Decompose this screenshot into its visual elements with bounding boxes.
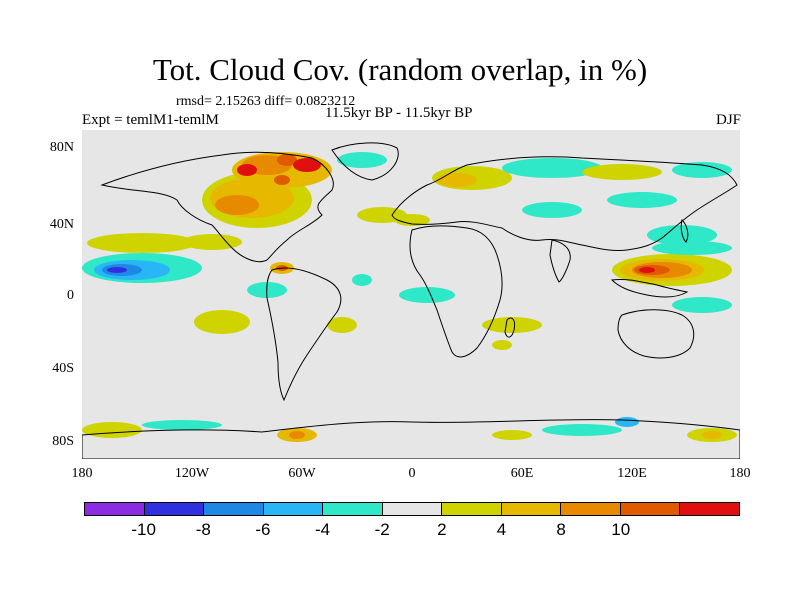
coastline-antarctica (82, 419, 740, 459)
anomaly-blob (215, 195, 259, 215)
anomaly-blob (182, 234, 242, 250)
stats-text: rmsd= 2.15263 diff= 0.0823212 (176, 94, 356, 109)
anomaly-blob (502, 158, 602, 178)
lon-label: 60W (288, 466, 316, 481)
colorbar-swatch (442, 503, 502, 515)
coastline-eurasia (391, 156, 738, 251)
anomaly-blob (399, 287, 455, 303)
anomaly-blob (237, 164, 257, 176)
anomaly-blob (652, 241, 732, 255)
experiment-label: Expt = temlM1-temlM (82, 112, 219, 128)
colorbar-label: 4 (496, 520, 507, 539)
anomaly-blob (607, 192, 677, 208)
colorbar-label: -8 (195, 520, 211, 539)
lat-label: 80S (52, 434, 74, 449)
anomaly-blob (672, 162, 732, 178)
coastline-africa (409, 225, 503, 358)
anomaly-blob (394, 214, 430, 226)
anomaly-blob (672, 297, 732, 313)
anomaly-blob (87, 233, 197, 253)
anomaly-blob (107, 267, 127, 273)
colorbar-label: -6 (255, 520, 271, 539)
anomaly-blob (702, 431, 722, 439)
anomaly-blob (327, 317, 357, 333)
anomaly-blob (492, 340, 512, 350)
anomaly-blob (352, 274, 372, 286)
coastline-india (549, 239, 571, 283)
map-panel (82, 130, 740, 459)
lon-label: 120E (617, 466, 647, 481)
colorbar-swatch (85, 503, 145, 515)
anomaly-blob (289, 431, 305, 439)
lat-label: 40S (52, 361, 74, 376)
lon-label: 180 (729, 466, 751, 481)
anomaly-blob (82, 422, 142, 438)
anomaly-blob (542, 424, 622, 436)
plot-title: Tot. Cloud Cov. (random overlap, in %) (152, 52, 648, 87)
anomaly-blob (492, 430, 532, 440)
anomaly-blob (615, 417, 639, 427)
anomaly-blob (639, 267, 655, 273)
lat-label: 80N (49, 140, 74, 155)
anomaly-blob (482, 317, 542, 333)
colorbar-swatch (263, 503, 324, 515)
colorbar-swatch (561, 503, 621, 515)
coastlines (82, 142, 740, 459)
coastline-south-america (266, 267, 342, 402)
colorbar-swatch (204, 503, 264, 515)
colorbar-label: -10 (131, 520, 156, 539)
coastline-australia (617, 309, 695, 359)
lon-label: 180 (71, 466, 93, 481)
colorbar-label: -4 (314, 520, 331, 539)
anomaly-field (82, 152, 737, 442)
anomaly-blob (277, 154, 297, 166)
colorbar-label: 8 (556, 520, 566, 539)
colorbar (84, 502, 740, 516)
colorbar-label: -2 (374, 520, 390, 539)
anomaly-blob (337, 152, 387, 168)
lon-label: 60E (510, 466, 534, 481)
anomaly-blob (274, 175, 290, 185)
lat-label: 0 (67, 288, 74, 303)
coastline-madagascar (504, 317, 515, 338)
coastline-greenland (331, 142, 399, 181)
coastline-north-america (100, 151, 334, 263)
colorbar-swatch (620, 503, 681, 515)
colorbar-swatch (501, 503, 562, 515)
coastline-japan (680, 219, 689, 243)
colorbar-label: 2 (437, 520, 447, 539)
period-label: 11.5kyr BP - 11.5kyr BP (325, 105, 473, 121)
coastline-indonesia (610, 279, 689, 298)
anomaly-blob (293, 158, 321, 172)
season-label: DJF (715, 112, 741, 128)
colorbar-swatch (382, 503, 443, 515)
anomaly-blob (522, 202, 582, 218)
anomaly-blob (582, 164, 662, 180)
colorbar-swatch (323, 503, 383, 515)
lat-label: 40N (49, 217, 74, 232)
anomaly-blob (142, 420, 222, 430)
colorbar-label: 10 (611, 520, 631, 539)
map-svg (82, 130, 740, 459)
anomaly-blob (437, 173, 477, 187)
anomaly-blob (194, 310, 250, 334)
lon-label: 0 (408, 466, 416, 481)
lon-label: 120W (174, 466, 210, 481)
colorbar-swatch (144, 503, 205, 515)
colorbar-swatch (680, 503, 740, 515)
